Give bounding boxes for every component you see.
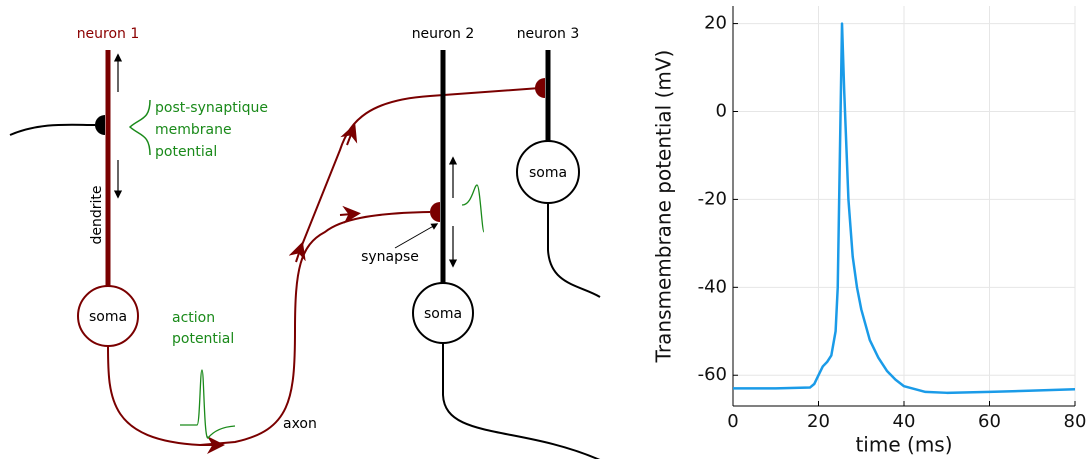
y-tick-label: -60 — [698, 364, 727, 385]
synapse — [95, 115, 105, 135]
chart: -60 -40 -20 0 20 0 20 40 60 80 time (ms) Transmembr… — [652, 6, 1087, 457]
arrow — [395, 224, 437, 248]
axon-label: axon — [283, 416, 317, 432]
page: neuron 1 neuron 2 neuron 3 post-synaptiq… — [0, 0, 1092, 459]
x-tick-label: 60 — [978, 411, 1001, 432]
x-tick-label: 40 — [893, 411, 916, 432]
soma-label: soma — [529, 165, 567, 181]
synapse — [430, 202, 440, 222]
psp-label: post-synaptique — [155, 100, 268, 116]
neuron-label: neuron 1 — [77, 26, 140, 42]
x-axis-label: time (ms) — [855, 433, 952, 457]
synapse — [535, 78, 545, 98]
input-axon — [10, 125, 95, 135]
axon-arrow — [340, 214, 352, 215]
output-axon — [443, 343, 600, 459]
y-tick-label: -20 — [698, 188, 727, 209]
y-tick-label: 20 — [704, 13, 727, 34]
neuron-diagram: neuron 1 neuron 2 neuron 3 post-synaptiq… — [10, 26, 600, 459]
soma-label: soma — [424, 306, 462, 322]
neuron-label: neuron 3 — [517, 26, 580, 42]
x-tick-label: 80 — [1064, 411, 1087, 432]
brace — [130, 100, 150, 155]
psp-label: potential — [155, 144, 217, 160]
x-tick-label: 0 — [727, 411, 738, 432]
spike-icon — [180, 370, 235, 438]
axon — [108, 212, 430, 445]
y-tick-label: -40 — [698, 276, 727, 297]
y-tick-label: 0 — [716, 100, 727, 121]
ap-label: action — [172, 310, 215, 326]
ap-label: potential — [172, 331, 234, 347]
figure: neuron 1 neuron 2 neuron 3 post-synaptiq… — [0, 0, 1092, 459]
psp-icon — [462, 185, 484, 232]
psp-label: membrane — [155, 122, 232, 138]
dendrite-label: dendrite — [89, 185, 105, 244]
axon-arrow — [296, 250, 300, 262]
y-axis-label: Transmembrane potential (mV) — [652, 50, 676, 364]
x-tick-label: 20 — [807, 411, 830, 432]
synapse-label: synapse — [361, 249, 419, 265]
neuron-label: neuron 2 — [412, 26, 475, 42]
output-axon — [548, 203, 600, 297]
soma-label: soma — [89, 309, 127, 325]
